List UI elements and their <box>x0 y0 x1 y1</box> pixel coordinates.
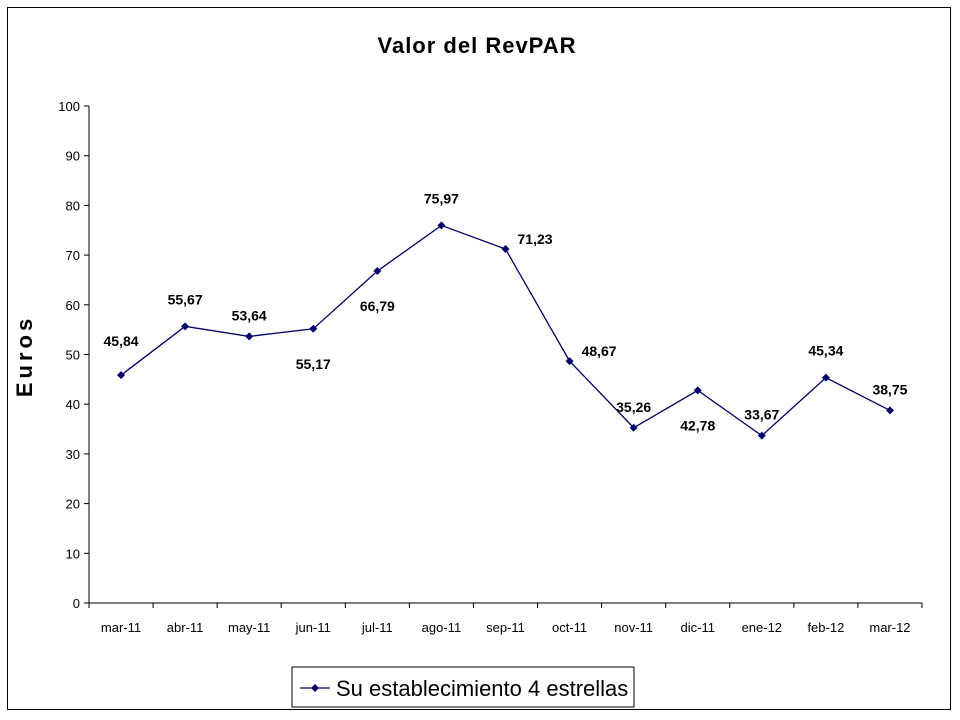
data-label: 45,34 <box>808 343 843 359</box>
data-point <box>245 332 254 341</box>
y-tick-label: 30 <box>66 447 80 462</box>
data-point <box>373 267 382 276</box>
y-tick-label: 20 <box>66 497 80 512</box>
x-tick-label: ene-12 <box>742 620 782 635</box>
data-label: 48,67 <box>582 343 617 359</box>
x-tick-label: abr-11 <box>167 620 204 635</box>
chart-frame <box>7 7 951 710</box>
y-tick-label: 50 <box>66 348 80 363</box>
data-label: 38,75 <box>872 381 907 397</box>
data-point <box>885 406 894 415</box>
x-tick-label: sep-11 <box>486 620 525 635</box>
x-tick-label: mar-12 <box>869 620 910 635</box>
y-tick-label: 10 <box>66 546 80 561</box>
legend: Su establecimiento 4 estrellas <box>291 666 635 708</box>
data-label: 66,79 <box>360 298 395 314</box>
y-axis-title: Euros <box>12 315 37 397</box>
data-point <box>117 371 126 380</box>
axes: 0 10 20 30 40 50 60 70 80 90 100 mar-11 abr-11 may-11… <box>58 99 923 635</box>
x-tick-label: mar-11 <box>101 620 141 635</box>
x-tick-label: ago-11 <box>422 620 462 635</box>
data-label: 55,17 <box>296 356 331 372</box>
data-label: 55,67 <box>168 291 203 307</box>
data-label: 45,84 <box>104 333 139 349</box>
y-tick-label: 80 <box>66 198 80 213</box>
series-group: 45,84 55,67 53,64 55,17 66,79 75,97 71,23 48,67… <box>104 190 908 440</box>
series-line <box>120 224 891 437</box>
data-label: 35,26 <box>616 399 651 415</box>
y-tick-label: 60 <box>66 298 80 313</box>
data-point <box>693 386 702 395</box>
y-tick-label: 100 <box>58 99 80 114</box>
data-point <box>565 357 574 366</box>
x-tick-label: jun-11 <box>295 620 331 635</box>
y-tick-label: 90 <box>66 149 80 164</box>
x-tick-label: nov-11 <box>614 620 653 635</box>
x-tick-label: dic-11 <box>681 620 715 635</box>
x-tick-label: feb-12 <box>807 620 844 635</box>
data-point <box>821 373 830 382</box>
data-point <box>181 322 190 331</box>
x-tick-label: may-11 <box>228 620 270 635</box>
chart-title: Valor del RevPAR <box>378 33 577 58</box>
data-point <box>501 244 510 253</box>
data-label: 33,67 <box>744 407 779 423</box>
y-tick-label: 0 <box>73 596 80 611</box>
data-label: 71,23 <box>518 231 553 247</box>
data-point <box>309 324 318 333</box>
data-point <box>629 423 638 432</box>
x-tick-label: jul-11 <box>361 620 393 635</box>
data-point <box>437 221 446 230</box>
data-label: 42,78 <box>680 417 715 433</box>
data-label: 53,64 <box>232 307 267 323</box>
data-point <box>757 431 766 440</box>
y-tick-label: 40 <box>66 397 80 412</box>
data-label: 75,97 <box>424 190 459 206</box>
y-tick-label: 70 <box>66 248 80 263</box>
legend-label: Su establecimiento 4 estrellas <box>336 676 628 701</box>
legend-marker <box>311 684 319 692</box>
x-tick-label: oct-11 <box>552 620 587 635</box>
legend-box <box>291 666 635 708</box>
